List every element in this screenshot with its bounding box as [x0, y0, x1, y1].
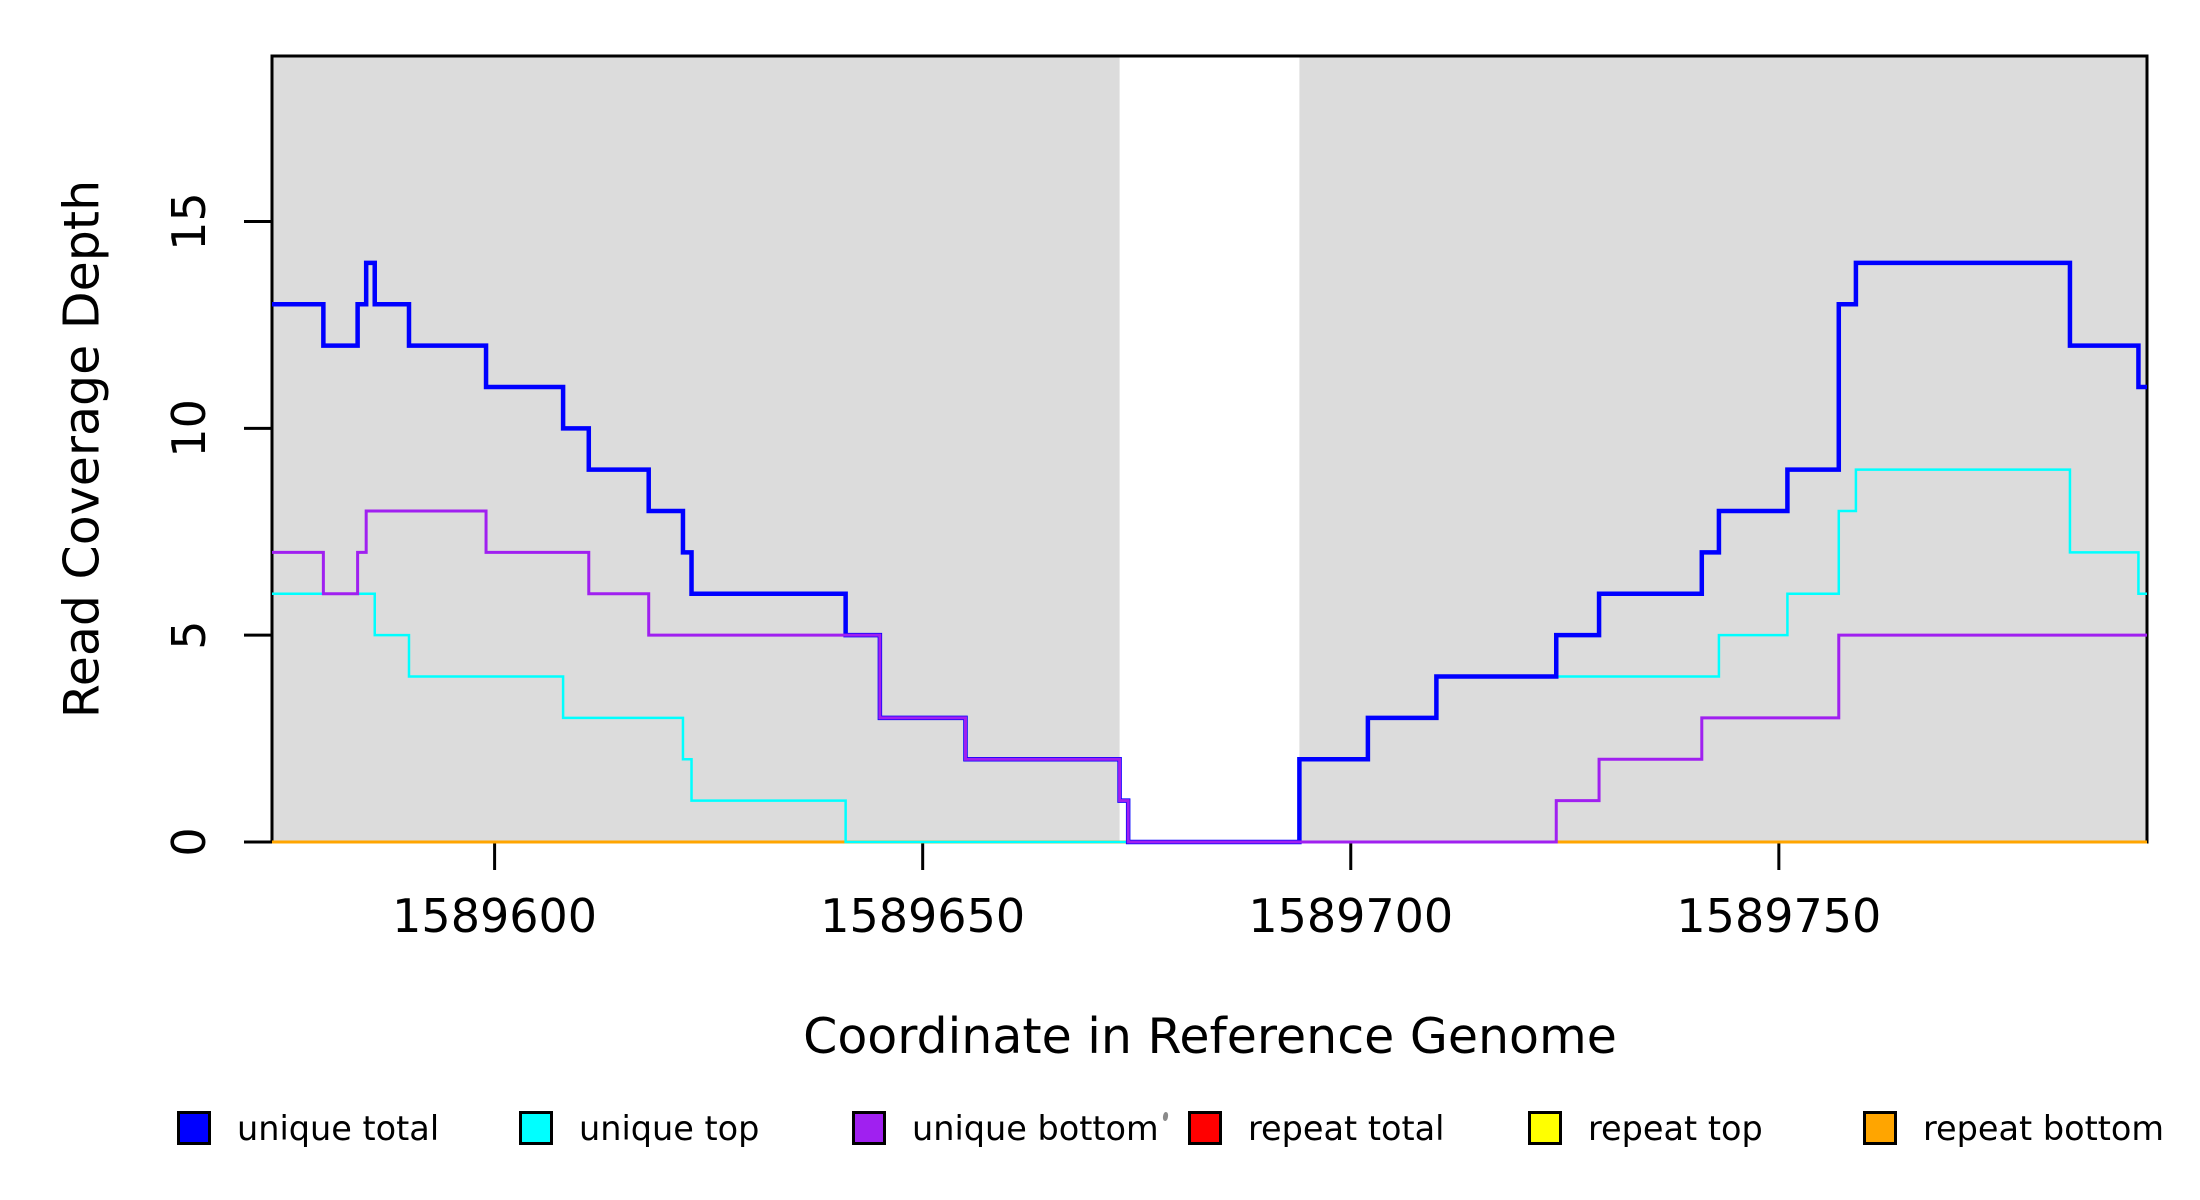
x-tick-label: 1589750 [1676, 889, 1881, 943]
shaded-regions [272, 56, 2147, 842]
shaded-region [1299, 56, 2147, 842]
x-tick-label: 1589650 [820, 889, 1025, 943]
x-tick-label: 1589700 [1248, 889, 1453, 943]
series-unique-bottom [272, 509, 2147, 844]
y-tick-label: 5 [162, 621, 216, 650]
x-tick-label: 1589600 [392, 889, 597, 943]
shaded-region [272, 56, 1120, 842]
y-axis-title: Read Coverage Depth [53, 179, 111, 719]
x-axis-title: Coordinate in Reference Genome [803, 1008, 1617, 1065]
y-tick-label: 15 [162, 192, 216, 251]
tick-labels: 1589600 1589650 1589700 1589750 0 5 10 15 [162, 192, 1881, 943]
y-tick-label: 0 [162, 827, 216, 856]
series-group [272, 260, 2147, 845]
y-tick-label: 10 [162, 399, 216, 458]
